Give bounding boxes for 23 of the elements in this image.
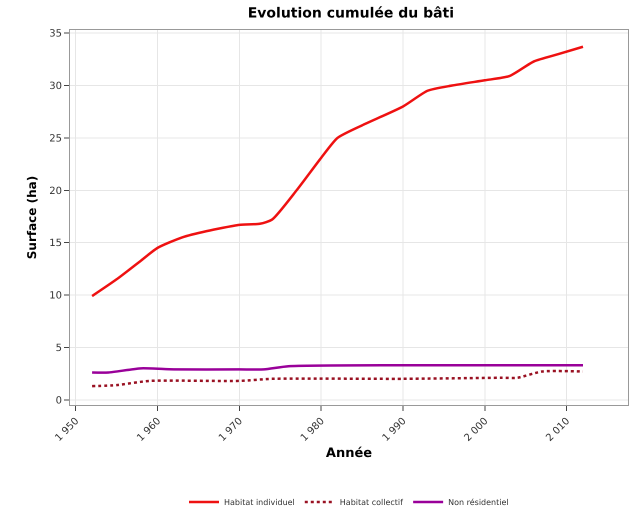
legend-label: Non résidentiel: [448, 498, 509, 508]
y-tick-label: 25: [49, 133, 62, 144]
legend-label: Habitat collectif: [340, 498, 404, 508]
y-tick-label: 10: [49, 290, 62, 302]
line-series: [90, 364, 584, 374]
x-tick-label: 1 990: [380, 416, 409, 444]
y-tick-label: 20: [49, 186, 62, 197]
legend-label: Habitat individuel: [224, 498, 295, 508]
x-axis-title: Année: [326, 446, 372, 461]
y-tick-label: 30: [49, 81, 62, 92]
line-series: [90, 46, 584, 298]
x-tick-label: 1 950: [53, 416, 82, 444]
x-tick-label: 1 960: [135, 416, 164, 444]
y-axis-title: Surface (ha): [25, 176, 39, 260]
x-tick-label: 1 970: [216, 416, 246, 444]
chart-title: Evolution cumulée du bâti: [248, 6, 454, 22]
y-tick-label: 35: [49, 28, 62, 40]
x-tick-label: 1 980: [298, 416, 327, 444]
y-tick-label: 0: [56, 395, 62, 406]
y-tick-label: 15: [49, 238, 62, 250]
x-tick-label: 2 000: [462, 416, 490, 444]
x-tick-label: 2 010: [544, 416, 572, 444]
y-tick-label: 5: [56, 342, 62, 354]
